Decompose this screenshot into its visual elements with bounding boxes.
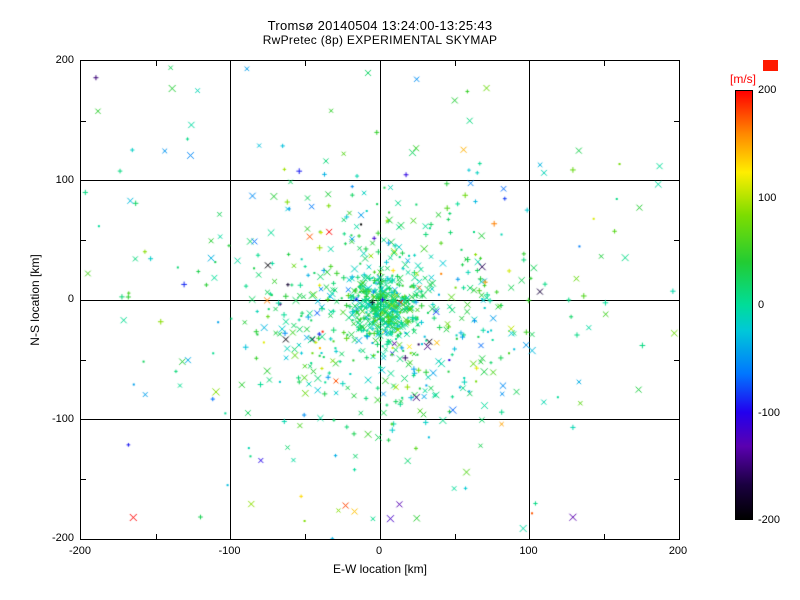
chart-header: Tromsø 20140504 13:24:00-13:25:43 RwPret… (80, 18, 680, 48)
y-tick-label: -100 (51, 412, 74, 425)
colorbar (735, 90, 753, 520)
colorbar-tick-label: -200 (758, 514, 781, 526)
chart-title: Tromsø 20140504 13:24:00-13:25:43 (267, 18, 493, 33)
scatter-canvas (81, 61, 679, 539)
y-tick-label: 0 (67, 293, 74, 305)
colorbar-tick-label: 200 (758, 84, 777, 96)
x-tick-label: 200 (668, 545, 688, 557)
colorbar-tick-label: -100 (758, 406, 781, 419)
chart-subtitle: RwPretec (8p) EXPERIMENTAL SKYMAP (262, 33, 498, 47)
x-axis-label: E-W location [km] (332, 562, 428, 576)
x-tick-label: 0 (375, 545, 383, 557)
y-tick-label: 200 (55, 54, 74, 66)
y-tick-label: -200 (51, 532, 74, 544)
colorbar-label: [m/s] (730, 72, 756, 86)
colorbar-tick-label: 100 (758, 191, 777, 204)
plot-area (80, 60, 680, 540)
colorbar-gradient (736, 91, 752, 519)
x-tick-label: 100 (519, 545, 538, 557)
x-tick-label: -100 (218, 545, 241, 557)
y-tick-label: 100 (55, 173, 74, 186)
x-tick-label: -200 (68, 545, 92, 557)
colorbar-tick-label: 0 (758, 299, 765, 311)
red-corner-marker (763, 60, 778, 71)
